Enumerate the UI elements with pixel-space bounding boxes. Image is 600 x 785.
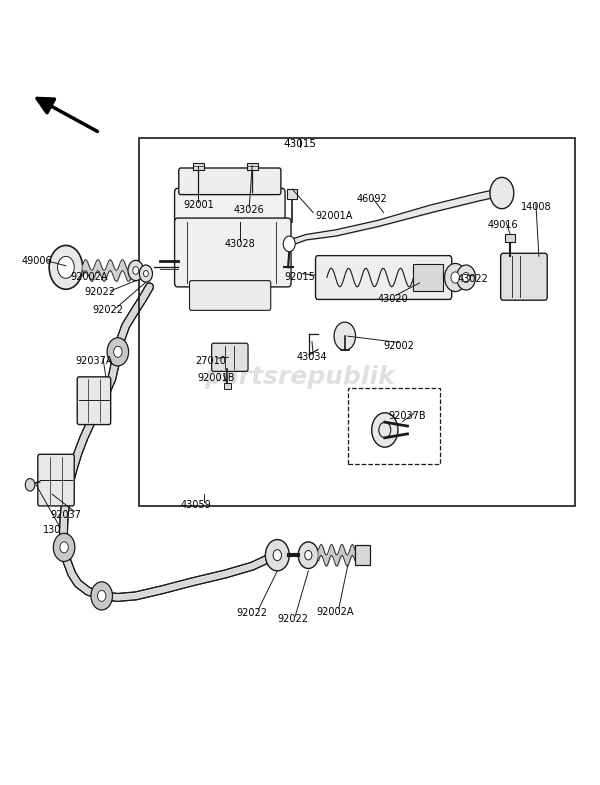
Text: 43059: 43059 xyxy=(180,500,211,510)
Text: 92002A: 92002A xyxy=(316,607,353,616)
Circle shape xyxy=(273,550,281,560)
Circle shape xyxy=(128,261,143,281)
Text: 92037: 92037 xyxy=(50,509,82,520)
Circle shape xyxy=(143,271,148,277)
Circle shape xyxy=(371,413,398,447)
Circle shape xyxy=(113,346,122,357)
Text: 92001B: 92001B xyxy=(197,374,235,383)
Text: 92002A: 92002A xyxy=(70,272,107,282)
Text: 49016: 49016 xyxy=(488,220,518,230)
Circle shape xyxy=(298,542,319,568)
Circle shape xyxy=(457,265,476,290)
FancyBboxPatch shape xyxy=(212,343,248,371)
FancyBboxPatch shape xyxy=(179,168,281,195)
Circle shape xyxy=(60,542,68,553)
Text: 92022: 92022 xyxy=(237,608,268,618)
Circle shape xyxy=(53,533,75,561)
Text: 92002: 92002 xyxy=(383,341,414,351)
Text: 92001: 92001 xyxy=(184,199,214,210)
Circle shape xyxy=(88,392,109,421)
Bar xyxy=(348,388,440,465)
Bar xyxy=(355,545,370,565)
Text: 130: 130 xyxy=(43,525,61,535)
FancyBboxPatch shape xyxy=(500,254,547,300)
Text: 43026: 43026 xyxy=(234,205,265,215)
Bar xyxy=(224,383,231,389)
Circle shape xyxy=(139,265,152,282)
Text: partsrepublik: partsrepublik xyxy=(205,365,395,389)
Bar xyxy=(247,162,257,170)
Text: 43015: 43015 xyxy=(284,139,317,148)
Circle shape xyxy=(98,590,106,601)
FancyBboxPatch shape xyxy=(190,281,271,310)
Text: 92022: 92022 xyxy=(85,287,115,298)
Circle shape xyxy=(49,246,83,289)
Text: 46092: 46092 xyxy=(356,194,387,203)
Circle shape xyxy=(490,177,514,209)
Circle shape xyxy=(133,267,139,275)
Text: 92037B: 92037B xyxy=(389,411,427,421)
Text: 92022: 92022 xyxy=(277,615,308,624)
Text: 43022: 43022 xyxy=(458,274,488,284)
Bar xyxy=(505,235,515,243)
Circle shape xyxy=(305,550,312,560)
Circle shape xyxy=(91,582,112,610)
FancyBboxPatch shape xyxy=(175,218,291,287)
Text: 43028: 43028 xyxy=(225,239,256,249)
Circle shape xyxy=(25,479,35,491)
Circle shape xyxy=(58,257,74,279)
Text: 43020: 43020 xyxy=(377,294,408,304)
Circle shape xyxy=(265,539,289,571)
Circle shape xyxy=(283,236,295,252)
FancyBboxPatch shape xyxy=(77,377,110,425)
Circle shape xyxy=(334,322,356,350)
FancyBboxPatch shape xyxy=(316,256,452,299)
Bar xyxy=(287,189,297,199)
FancyBboxPatch shape xyxy=(175,188,285,226)
Bar xyxy=(139,138,575,506)
Circle shape xyxy=(445,264,466,291)
Circle shape xyxy=(462,272,470,283)
Text: 43034: 43034 xyxy=(296,352,327,363)
Text: 92001A: 92001A xyxy=(315,210,352,221)
Circle shape xyxy=(107,338,128,366)
Circle shape xyxy=(451,272,460,283)
FancyBboxPatch shape xyxy=(38,455,74,506)
Text: 92022: 92022 xyxy=(92,305,123,316)
Bar xyxy=(413,265,443,290)
Text: 27010: 27010 xyxy=(195,356,226,367)
Text: 92037A: 92037A xyxy=(75,356,113,367)
Text: 49006: 49006 xyxy=(22,256,53,266)
Text: 92015: 92015 xyxy=(284,272,316,282)
Circle shape xyxy=(95,401,103,412)
Text: 14008: 14008 xyxy=(521,202,551,212)
Bar xyxy=(193,162,204,170)
